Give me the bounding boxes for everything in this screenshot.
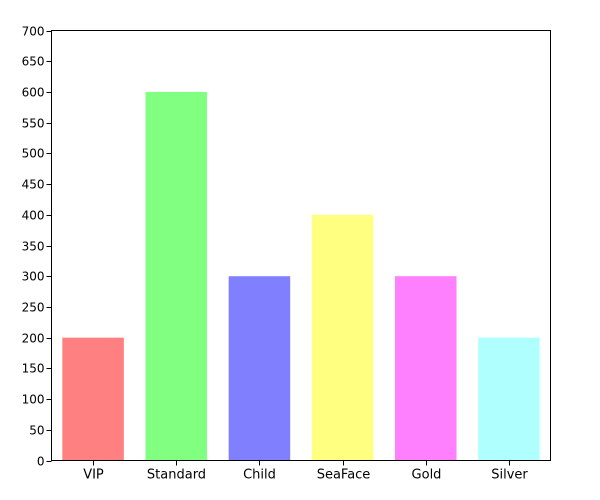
y-tick-label: 500 xyxy=(22,147,45,161)
x-tick-label-vip: VIP xyxy=(83,468,104,483)
x-tick-label-standard: Standard xyxy=(147,468,206,483)
plot-area-frame xyxy=(51,30,551,461)
y-tick-label: 300 xyxy=(22,270,45,284)
x-axis: VIP Standard Child SeaFace Gold Silver xyxy=(83,460,528,483)
y-tick-label: 200 xyxy=(22,332,45,346)
bar-vip xyxy=(62,337,124,460)
x-tick-label-child: Child xyxy=(243,468,276,483)
y-tick-label: 600 xyxy=(22,86,45,100)
x-tick-label-silver: Silver xyxy=(491,468,528,483)
y-axis: 0 50 100 150 200 250 300 350 400 450 500 550 600 650 7… xyxy=(22,25,52,469)
bar-seaface xyxy=(311,214,374,460)
y-tick-label: 100 xyxy=(22,393,45,407)
bars xyxy=(62,91,540,460)
bar-child xyxy=(228,276,291,460)
y-tick-label: 650 xyxy=(22,55,45,69)
y-tick-label: 250 xyxy=(22,301,45,315)
y-tick-label: 400 xyxy=(22,209,45,223)
y-tick-label: 350 xyxy=(22,240,45,254)
y-tick-label: 550 xyxy=(22,117,45,131)
y-tick-label: 50 xyxy=(29,424,44,438)
y-tick-label: 450 xyxy=(22,178,45,192)
x-tick-label-seaface: SeaFace xyxy=(317,468,371,483)
x-tick-label-gold: Gold xyxy=(412,468,442,483)
bar-gold xyxy=(394,276,457,460)
y-tick-label: 700 xyxy=(22,25,45,39)
bar-silver xyxy=(478,337,540,460)
y-tick-label: 150 xyxy=(22,362,45,376)
bar-standard xyxy=(145,91,208,460)
y-tick-label: 0 xyxy=(37,455,45,469)
